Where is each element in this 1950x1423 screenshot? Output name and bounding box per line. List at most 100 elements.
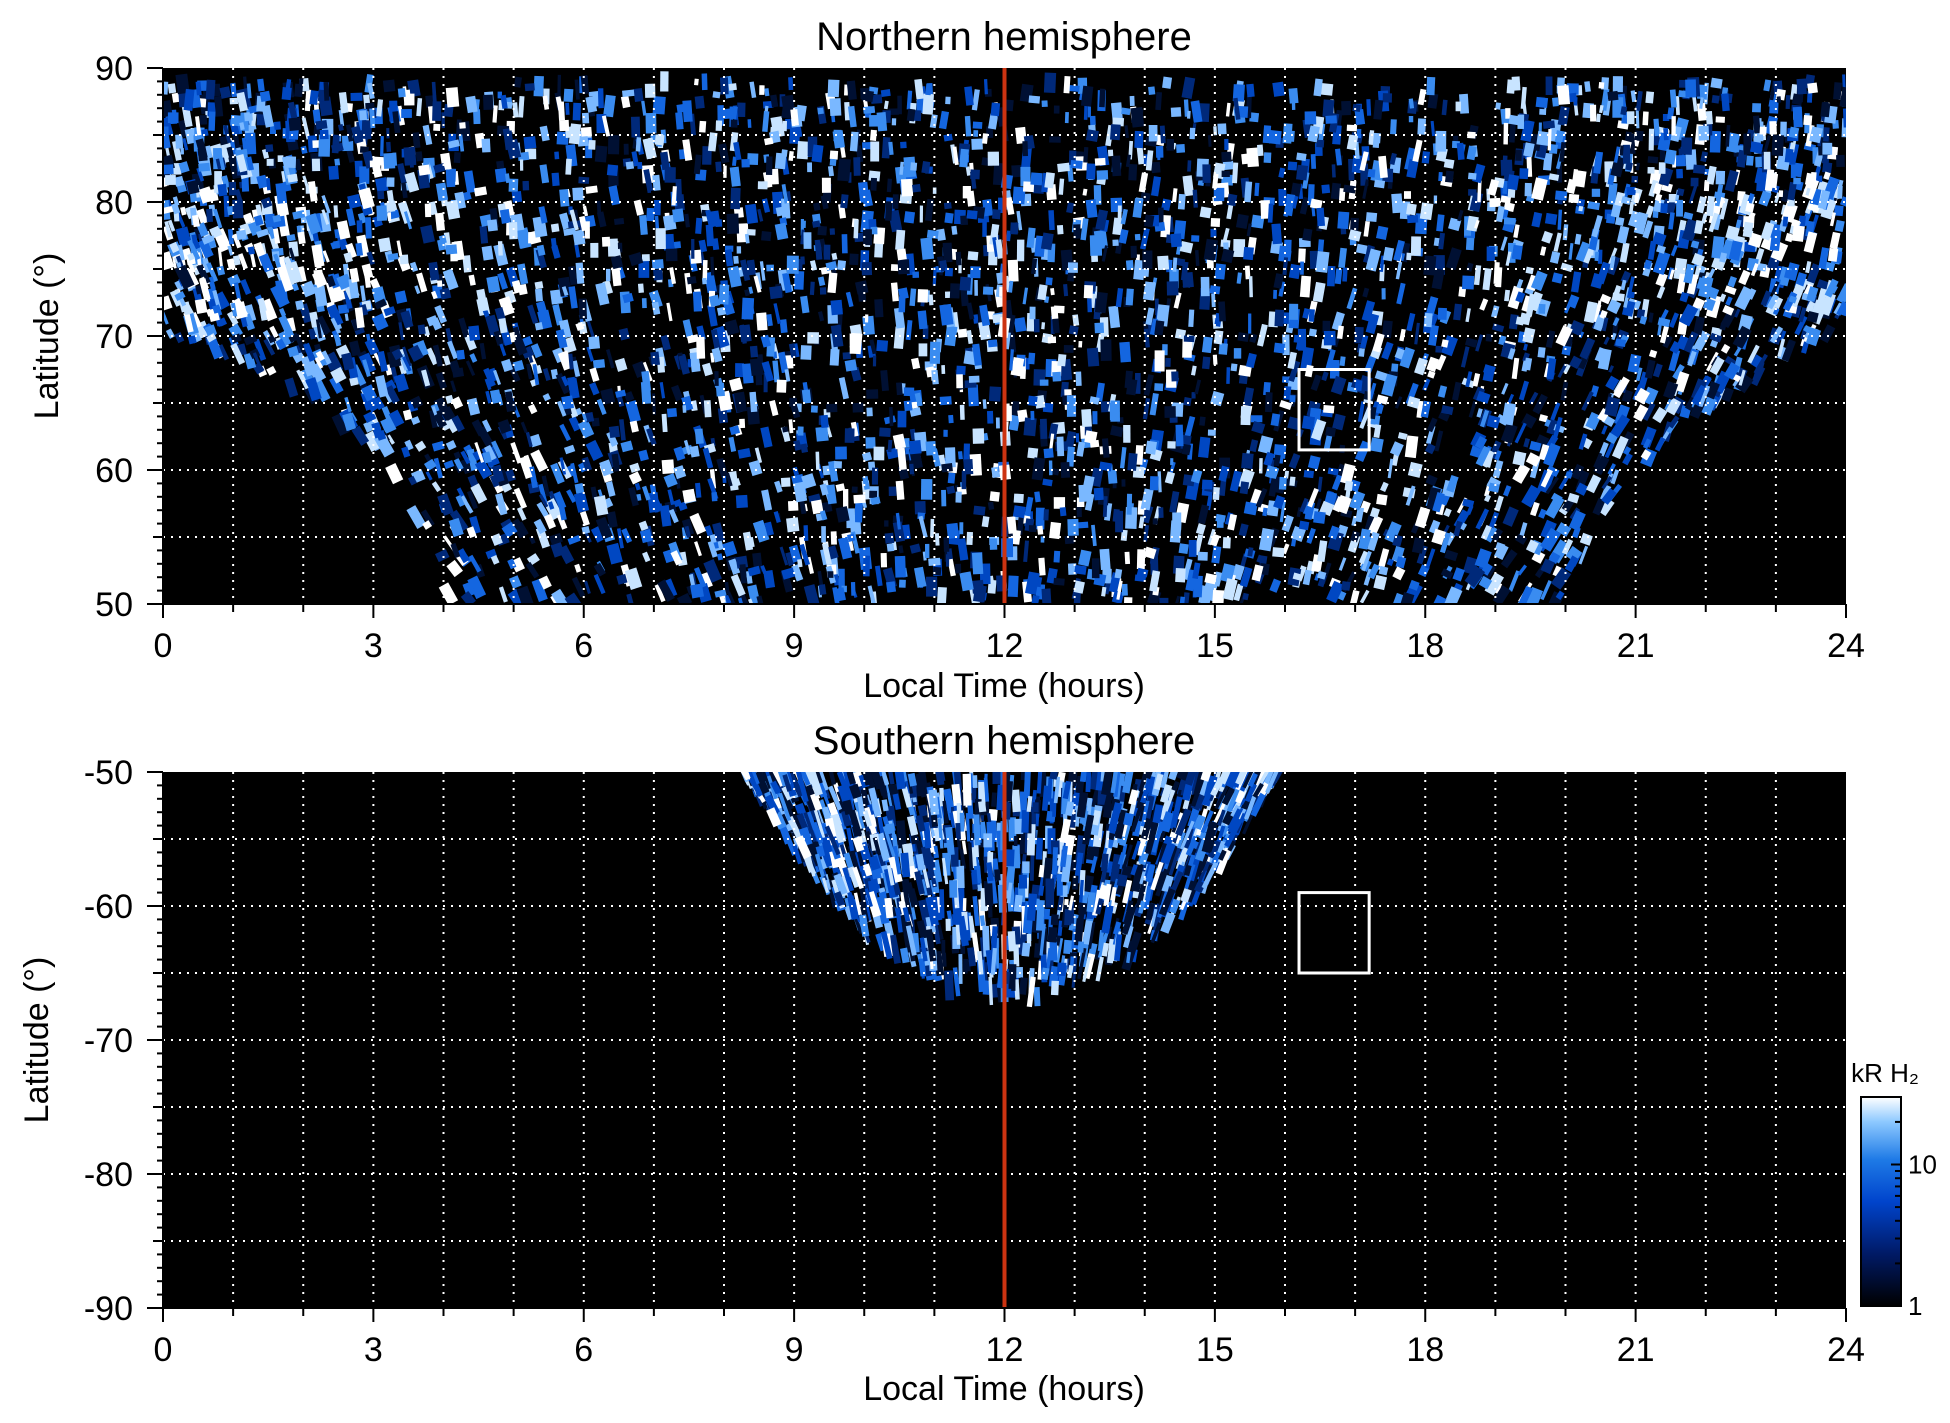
emission-streak <box>1501 382 1509 395</box>
emission-streak <box>803 232 812 249</box>
emission-streak <box>880 930 893 960</box>
emission-streak <box>386 128 390 139</box>
emission-streak <box>864 314 869 323</box>
emission-streak <box>372 156 385 166</box>
emission-streak <box>800 443 809 453</box>
emission-streak <box>944 212 954 224</box>
emission-streak <box>1472 372 1481 387</box>
emission-streak <box>1150 556 1159 575</box>
emission-streak <box>1593 455 1610 476</box>
emission-streak <box>1397 432 1408 440</box>
emission-streak <box>749 345 759 358</box>
emission-streak <box>1119 447 1127 469</box>
emission-streak <box>1523 343 1528 351</box>
emission-streak <box>1407 461 1423 478</box>
emission-streak <box>1130 807 1143 833</box>
emission-streak <box>431 290 438 300</box>
emission-streak <box>1373 179 1386 189</box>
emission-streak <box>1528 391 1539 405</box>
emission-streak <box>1210 217 1221 227</box>
emission-streak <box>285 261 303 285</box>
emission-streak <box>269 325 279 338</box>
emission-streak <box>782 272 793 294</box>
emission-streak <box>479 225 489 244</box>
emission-streak <box>1505 108 1511 119</box>
emission-streak <box>588 336 601 350</box>
emission-streak <box>533 518 547 535</box>
emission-streak <box>425 347 439 366</box>
emission-streak <box>628 486 639 507</box>
emission-streak <box>490 554 500 565</box>
emission-streak <box>1029 306 1036 320</box>
emission-streak <box>1521 360 1529 372</box>
emission-streak <box>1024 496 1034 517</box>
emission-streak <box>1367 168 1376 178</box>
emission-streak <box>1242 592 1249 601</box>
emission-streak <box>1482 268 1492 291</box>
emission-streak <box>337 123 344 131</box>
emission-streak <box>1719 198 1729 220</box>
emission-streak <box>398 321 405 341</box>
emission-streak <box>311 270 328 289</box>
emission-streak <box>742 531 754 551</box>
emission-streak <box>1557 85 1571 105</box>
emission-streak <box>641 370 652 392</box>
emission-streak <box>326 304 344 327</box>
emission-streak <box>903 387 915 397</box>
emission-streak <box>1681 218 1699 242</box>
emission-streak <box>1037 284 1048 301</box>
emission-streak <box>1306 527 1316 544</box>
emission-streak <box>995 239 1004 259</box>
emission-streak <box>309 90 319 106</box>
emission-streak <box>1626 186 1636 196</box>
emission-streak <box>1642 111 1649 126</box>
emission-streak <box>445 87 460 108</box>
emission-streak <box>1376 493 1388 506</box>
emission-streak <box>1487 178 1500 197</box>
emission-streak <box>451 415 465 432</box>
emission-streak <box>1676 273 1687 294</box>
emission-streak <box>1145 307 1155 326</box>
emission-streak <box>1296 164 1309 181</box>
emission-streak <box>1683 211 1694 220</box>
emission-streak <box>1568 193 1580 204</box>
emission-streak <box>817 311 825 322</box>
emission-streak <box>1207 429 1216 436</box>
emission-streak <box>1339 356 1346 367</box>
emission-streak <box>1663 127 1669 141</box>
emission-streak <box>1791 225 1805 242</box>
emission-streak <box>1593 452 1603 468</box>
emission-streak <box>1817 288 1828 304</box>
emission-streak <box>924 543 930 559</box>
emission-streak <box>417 324 426 335</box>
emission-streak <box>651 301 661 315</box>
emission-streak <box>1288 360 1301 383</box>
emission-streak <box>853 219 859 239</box>
emission-streak <box>227 228 234 245</box>
emission-streak <box>1093 185 1102 205</box>
emission-streak <box>925 83 932 96</box>
emission-streak <box>462 255 472 273</box>
emission-streak <box>982 399 987 409</box>
emission-streak <box>827 165 834 177</box>
emission-streak <box>322 250 330 263</box>
emission-streak <box>1668 194 1677 203</box>
emission-streak <box>400 310 414 329</box>
emission-streak <box>1012 186 1026 205</box>
emission-streak <box>698 239 708 253</box>
emission-streak <box>961 840 968 855</box>
emission-streak <box>870 226 878 235</box>
emission-streak <box>1056 436 1065 457</box>
emission-streak <box>1690 240 1700 249</box>
emission-streak <box>538 483 548 504</box>
emission-streak <box>966 531 974 545</box>
emission-streak <box>702 447 714 469</box>
emission-streak <box>1517 564 1528 576</box>
emission-streak <box>797 559 803 568</box>
emission-streak <box>1819 324 1836 344</box>
emission-streak <box>759 261 766 281</box>
emission-streak <box>1063 345 1074 353</box>
emission-streak <box>1537 346 1546 358</box>
emission-streak <box>1274 309 1285 327</box>
emission-streak <box>547 501 555 510</box>
